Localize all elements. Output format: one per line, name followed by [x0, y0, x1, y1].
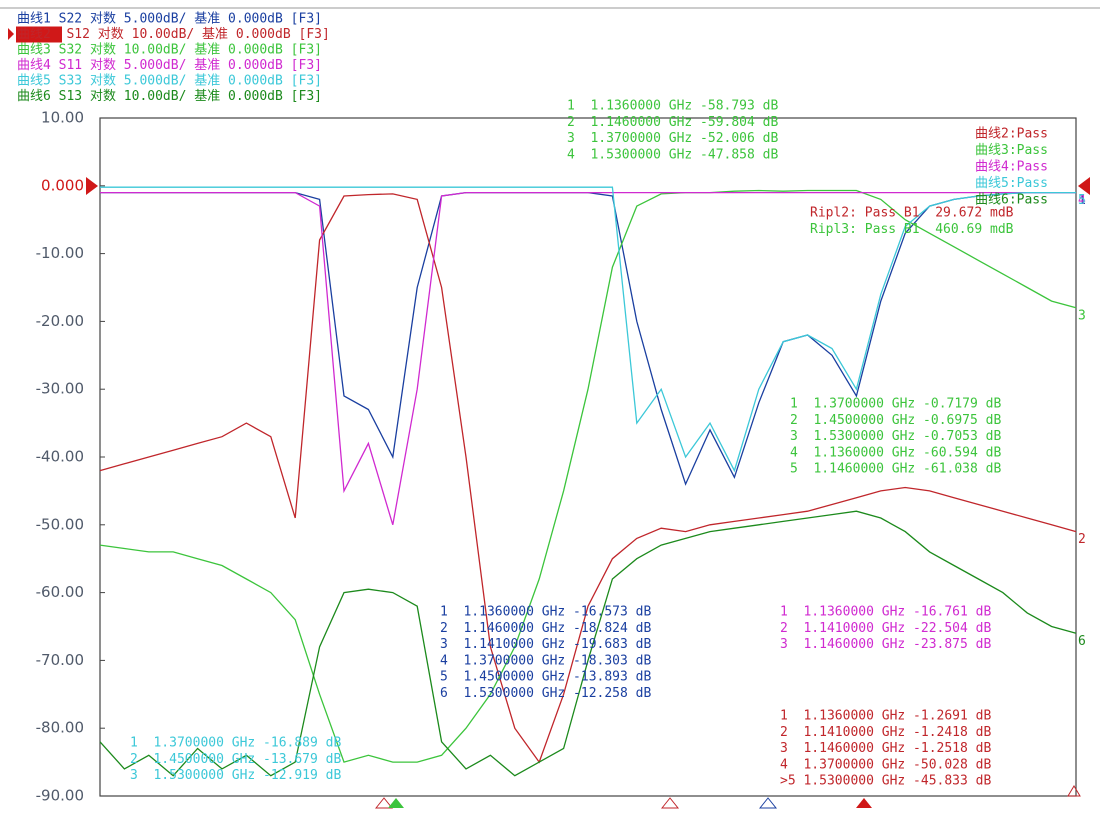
active-arrow	[8, 28, 14, 40]
ripple-label: Ripl2: Pass B1 29.672 mdB	[810, 206, 1014, 221]
marker-readout: 4 1.5300000 GHz -47.858 dB	[567, 147, 778, 162]
y-tick-label: -40.00	[36, 448, 84, 466]
active-trace-highlight	[16, 26, 62, 43]
trace	[100, 191, 1076, 525]
y-tick-label: 0.000	[41, 176, 84, 194]
marker-readout: 3 1.1410000 GHz -19.683 dB	[440, 637, 651, 652]
trace-end-label: 1	[1078, 193, 1086, 208]
marker-flag	[758, 797, 778, 809]
trace-header: 曲线3 S32 对数 10.00dB/ 基准 0.000dB [F3]	[17, 43, 322, 58]
y-tick-label: -60.00	[36, 583, 84, 601]
trace	[99, 189, 1077, 763]
marker-readout: 3 1.5300000 GHz -12.919 dB	[130, 768, 341, 783]
marker-readout: 2 1.4500000 GHz -0.6975 dB	[790, 413, 1001, 428]
marker-readout: 4 1.3700000 GHz -50.028 dB	[780, 757, 991, 772]
trace-end-label: 4	[1078, 193, 1086, 208]
marker-flag	[856, 798, 872, 808]
y-tick-label: -50.00	[36, 515, 84, 533]
y-tick-label: -90.00	[36, 787, 84, 805]
trace	[99, 510, 1077, 777]
marker-readout: 1 1.1360000 GHz -16.761 dB	[780, 605, 991, 620]
trace-header: 曲线6 S13 对数 10.00dB/ 基准 0.000dB [F3]	[17, 89, 322, 104]
marker-readout: 1 1.3700000 GHz -16.889 dB	[130, 736, 341, 751]
trace-header: 曲线4 S11 对数 5.000dB/ 基准 0.000dB [F3]	[17, 58, 322, 73]
marker-readout: 6 1.5300000 GHz -12.258 dB	[440, 686, 651, 701]
trace-end-label: 5	[1078, 193, 1086, 208]
pass-label: 曲线2:Pass	[975, 127, 1048, 142]
marker-readout: 1 1.3700000 GHz -0.7179 dB	[790, 397, 1001, 412]
marker-readout: 1 1.1360000 GHz -1.2691 dB	[780, 709, 991, 724]
marker-readout: 3 1.1460000 GHz -1.2518 dB	[780, 741, 991, 756]
marker-flag	[388, 798, 404, 808]
marker-readout: 3 1.3700000 GHz -52.006 dB	[567, 131, 778, 146]
trace-end-label: 2	[1078, 532, 1086, 547]
trace-header: 曲线1 S22 对数 5.000dB/ 基准 0.000dB [F3]	[17, 12, 322, 27]
pass-label: 曲线5:Pass	[975, 176, 1048, 191]
trace	[99, 193, 1077, 764]
marker-readout: 2 1.1410000 GHz -1.2418 dB	[780, 725, 991, 740]
y-tick-label: 10.00	[41, 109, 84, 127]
y-tick-label: -10.00	[36, 244, 84, 262]
marker-flag	[660, 797, 680, 809]
marker-readout: 2 1.1410000 GHz -22.504 dB	[780, 621, 991, 636]
marker-readout: 1 1.1360000 GHz -58.793 dB	[567, 99, 778, 114]
marker-readout: >5 1.5300000 GHz -45.833 dB	[780, 774, 991, 789]
marker-readout: 5 1.4500000 GHz -13.893 dB	[440, 670, 651, 685]
marker-readout: 3 1.5300000 GHz -0.7053 dB	[790, 429, 1001, 444]
y-tick-label: -70.00	[36, 651, 84, 669]
ref-arrow-right	[1078, 177, 1090, 195]
trace-end-label: 6	[1078, 634, 1086, 649]
marker-readout: 4 1.3700000 GHz -18.303 dB	[440, 653, 651, 668]
marker-flag	[1067, 785, 1081, 797]
ref-arrow-left	[86, 177, 98, 195]
ripple-label: Ripl3: Pass B1 460.69 mdB	[810, 222, 1014, 237]
marker-readout: 1 1.1360000 GHz -16.573 dB	[440, 605, 651, 620]
marker-readout: 2 1.1460000 GHz -18.824 dB	[440, 621, 651, 636]
marker-readout: 2 1.4500000 GHz -13.679 dB	[130, 752, 341, 767]
trace-header: 曲线5 S33 对数 5.000dB/ 基准 0.000dB [F3]	[17, 74, 322, 89]
trace-end-label: 3	[1078, 308, 1086, 323]
y-tick-label: -80.00	[36, 719, 84, 737]
pass-label: 曲线4:Pass	[975, 160, 1048, 175]
marker-readout: 5 1.1460000 GHz -61.038 dB	[790, 462, 1001, 477]
y-tick-label: -30.00	[36, 380, 84, 398]
pass-label: 曲线6:Pass	[975, 193, 1048, 208]
pass-label: 曲线3:Pass	[975, 143, 1048, 158]
trace	[100, 186, 1076, 473]
marker-flag	[374, 797, 394, 809]
y-tick-label: -20.00	[36, 312, 84, 330]
marker-readout: 4 1.1360000 GHz -60.594 dB	[790, 445, 1001, 460]
marker-readout: 3 1.1460000 GHz -23.875 dB	[780, 637, 991, 652]
trace-header: 曲线2 S12 对数 10.00dB/ 基准 0.000dB [F3]	[17, 27, 330, 42]
marker-readout: 2 1.1460000 GHz -59.804 dB	[567, 115, 778, 130]
